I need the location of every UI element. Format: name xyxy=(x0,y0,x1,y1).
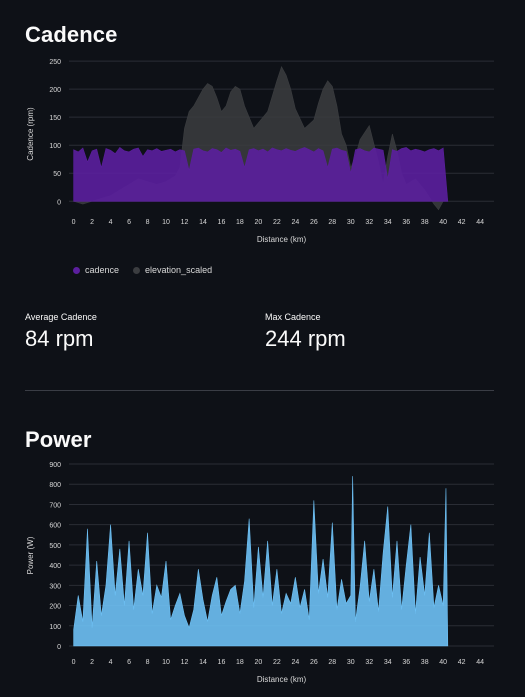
y-tick-label: 900 xyxy=(49,462,61,469)
x-tick-label: 22 xyxy=(273,659,281,666)
max-cadence-value: 244 rpm xyxy=(265,326,346,351)
y-tick-label: 100 xyxy=(49,143,61,150)
average-cadence-metric: Average Cadence 84 rpm xyxy=(25,312,97,352)
x-tick-label: 8 xyxy=(146,219,150,226)
y-axis-label: Power (W) xyxy=(26,536,35,574)
x-tick-label: 44 xyxy=(476,219,484,226)
series-power xyxy=(73,476,449,647)
power-section-title: Power xyxy=(25,427,92,452)
legend-swatch-cadence xyxy=(73,266,80,274)
y-tick-label: 250 xyxy=(49,59,61,66)
x-tick-label: 32 xyxy=(365,659,373,666)
x-tick-label: 28 xyxy=(328,219,336,226)
x-tick-label: 40 xyxy=(439,659,447,666)
x-axis-label: Distance (km) xyxy=(257,235,307,244)
x-tick-label: 26 xyxy=(310,659,318,666)
x-tick-label: 20 xyxy=(255,219,263,226)
x-tick-label: 4 xyxy=(109,659,113,666)
y-tick-label: 50 xyxy=(53,171,61,178)
max-cadence-metric: Max Cadence 244 rpm xyxy=(265,312,346,352)
legend-label-cadence: cadence xyxy=(85,265,120,275)
x-tick-label: 28 xyxy=(328,659,336,666)
x-tick-label: 22 xyxy=(273,219,281,226)
x-tick-label: 6 xyxy=(127,219,131,226)
x-tick-label: 16 xyxy=(218,659,226,666)
x-tick-label: 30 xyxy=(347,219,355,226)
y-tick-label: 200 xyxy=(49,87,61,94)
y-tick-label: 100 xyxy=(49,624,61,631)
x-tick-label: 0 xyxy=(72,659,76,666)
cadence-chart-legend: cadence elevation_scaled xyxy=(73,265,212,275)
x-tick-label: 2 xyxy=(90,659,94,666)
x-tick-label: 6 xyxy=(127,659,131,666)
y-tick-label: 700 xyxy=(49,502,61,509)
x-tick-label: 44 xyxy=(476,659,484,666)
x-tick-label: 42 xyxy=(458,219,466,226)
x-tick-label: 14 xyxy=(199,659,207,666)
x-tick-label: 10 xyxy=(162,659,170,666)
x-tick-label: 14 xyxy=(199,219,207,226)
legend-swatch-elevation xyxy=(133,266,141,274)
y-tick-label: 0 xyxy=(57,199,61,206)
x-tick-label: 38 xyxy=(421,659,429,666)
x-tick-label: 42 xyxy=(458,659,466,666)
x-tick-label: 16 xyxy=(218,219,226,226)
y-tick-label: 0 xyxy=(57,644,61,651)
x-tick-label: 38 xyxy=(421,219,429,226)
x-tick-label: 26 xyxy=(310,219,318,226)
y-tick-label: 800 xyxy=(49,482,61,489)
legend-label-elevation: elevation_scaled xyxy=(145,265,213,275)
cadence-section-title: Cadence xyxy=(25,22,118,47)
average-cadence-value: 84 rpm xyxy=(25,326,94,351)
x-tick-label: 12 xyxy=(181,659,189,666)
y-tick-label: 200 xyxy=(49,604,61,611)
legend-item-cadence[interactable]: cadence xyxy=(73,265,119,275)
x-tick-label: 2 xyxy=(90,219,94,226)
y-tick-label: 400 xyxy=(49,563,61,570)
x-tick-label: 36 xyxy=(402,219,410,226)
x-tick-label: 4 xyxy=(109,219,113,226)
x-tick-label: 24 xyxy=(291,659,299,666)
x-tick-label: 20 xyxy=(255,659,263,666)
y-tick-label: 150 xyxy=(49,115,61,122)
x-tick-label: 32 xyxy=(365,219,373,226)
y-tick-label: 300 xyxy=(49,583,61,590)
x-axis-label: Distance (km) xyxy=(257,675,307,684)
y-tick-label: 600 xyxy=(49,523,61,530)
x-tick-label: 30 xyxy=(347,659,355,666)
y-tick-label: 500 xyxy=(49,543,61,550)
max-cadence-label: Max Cadence xyxy=(265,312,321,322)
average-cadence-label: Average Cadence xyxy=(25,312,97,322)
x-tick-label: 0 xyxy=(72,219,76,226)
series-cadence xyxy=(73,147,449,202)
legend-item-elevation[interactable]: elevation_scaled xyxy=(133,265,212,275)
x-tick-label: 24 xyxy=(291,219,299,226)
section-divider xyxy=(25,390,494,391)
x-tick-label: 40 xyxy=(439,219,447,226)
x-tick-label: 34 xyxy=(384,659,392,666)
x-tick-label: 18 xyxy=(236,219,244,226)
x-tick-label: 12 xyxy=(181,219,189,226)
x-tick-label: 18 xyxy=(236,659,244,666)
x-tick-label: 34 xyxy=(384,219,392,226)
x-tick-label: 10 xyxy=(162,219,170,226)
x-tick-label: 8 xyxy=(146,659,150,666)
x-tick-label: 36 xyxy=(402,659,410,666)
y-axis-label: Cadence (rpm) xyxy=(26,107,35,161)
